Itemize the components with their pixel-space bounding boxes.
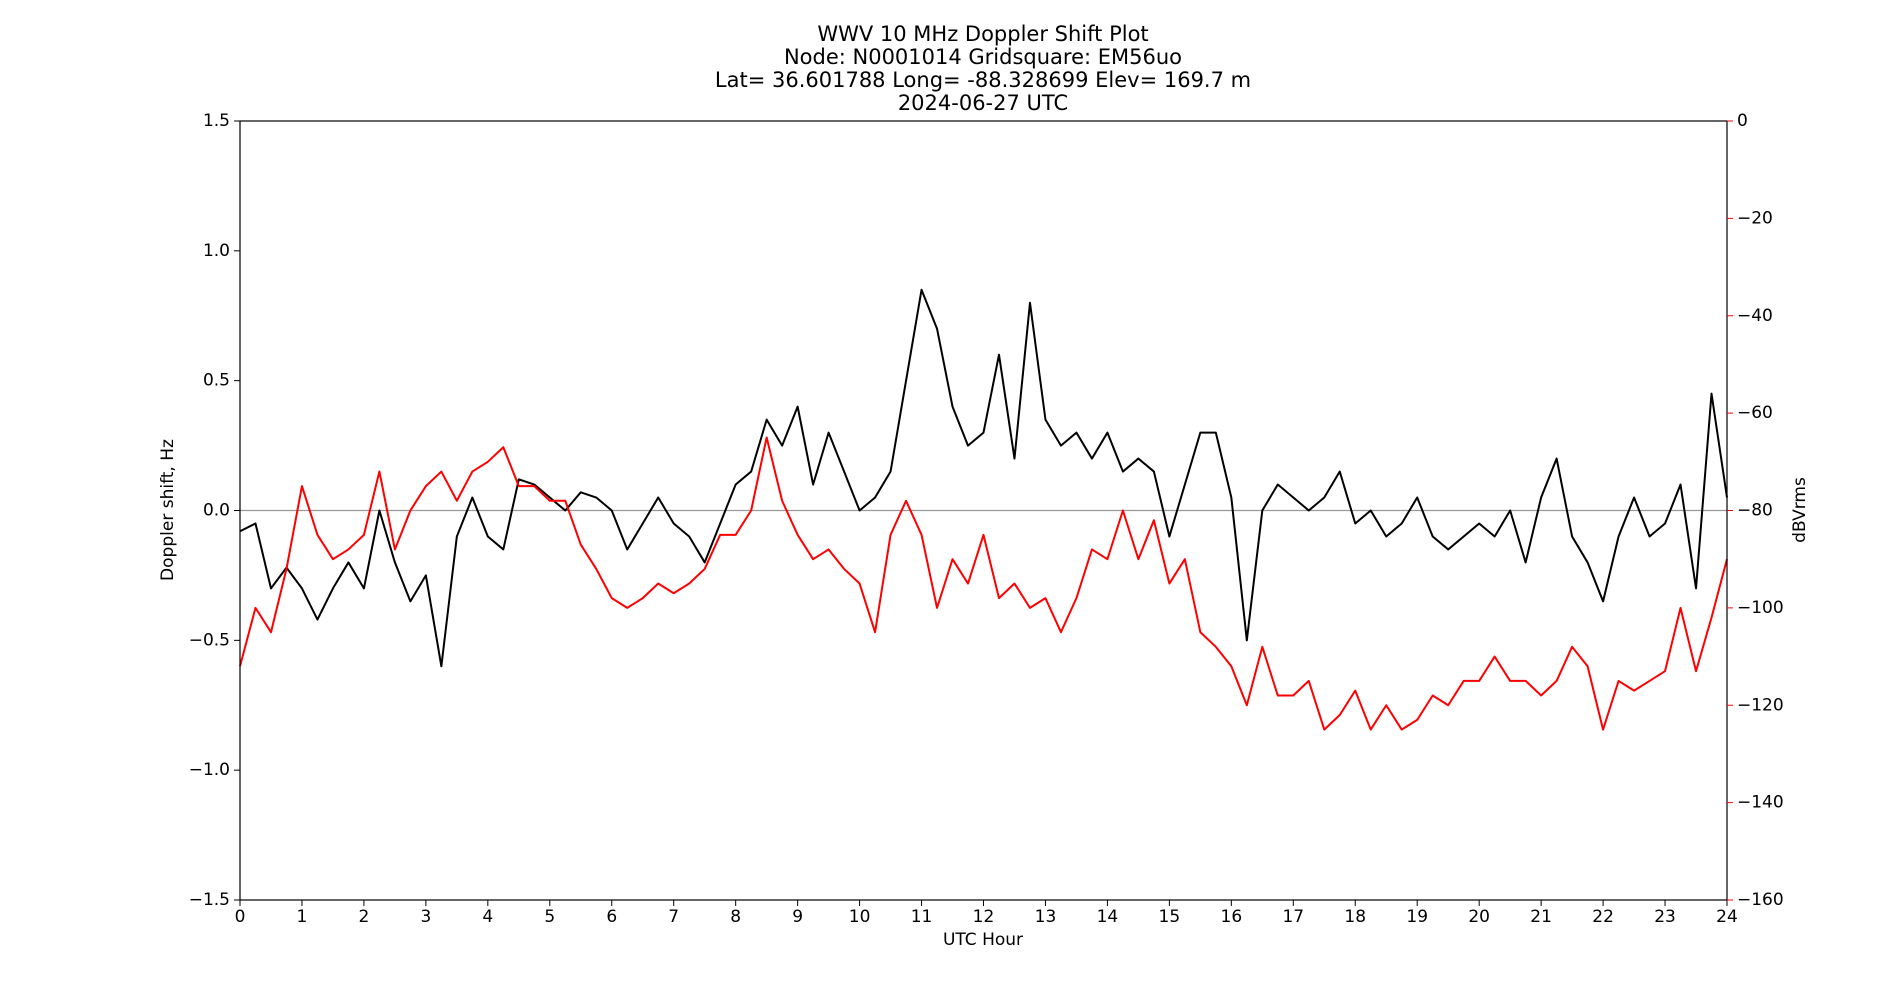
- chart-title: WWV 10 MHz Doppler Shift Plot: [817, 22, 1148, 46]
- x-tick-label: 5: [544, 907, 555, 927]
- y2-tick-label: −20: [1737, 208, 1773, 228]
- y2-tick-label: −160: [1737, 890, 1784, 910]
- y-tick-label: −0.5: [189, 630, 230, 650]
- chart-title: 2024-06-27 UTC: [898, 91, 1068, 115]
- x-tick-label: 8: [730, 907, 741, 927]
- x-tick-label: 20: [1468, 907, 1490, 927]
- y2-tick-label: −100: [1737, 598, 1784, 618]
- y2-tick-label: −40: [1737, 306, 1773, 326]
- x-tick-label: 9: [792, 907, 803, 927]
- x-tick-label: 6: [606, 907, 617, 927]
- x-tick-label: 14: [1097, 907, 1119, 927]
- y-tick-label: 0.0: [203, 501, 230, 521]
- x-tick-label: 16: [1221, 907, 1243, 927]
- x-tick-label: 13: [1035, 907, 1057, 927]
- x-tick-label: 24: [1716, 907, 1738, 927]
- x-tick-label: 11: [911, 907, 933, 927]
- y-tick-label: −1.5: [189, 890, 230, 910]
- x-tick-label: 4: [482, 907, 493, 927]
- x-tick-label: 22: [1592, 907, 1614, 927]
- chart-title: Node: N0001014 Gridsquare: EM56uo: [784, 45, 1182, 69]
- x-tick-label: 21: [1530, 907, 1552, 927]
- x-tick-label: 2: [359, 907, 370, 927]
- y-tick-label: 0.5: [203, 371, 230, 391]
- x-tick-label: 15: [1159, 907, 1181, 927]
- x-tick-label: 19: [1406, 907, 1428, 927]
- series-line: [239, 288, 1728, 668]
- y2-axis-label: dBVrms: [1790, 477, 1810, 543]
- y2-tick-label: −60: [1737, 403, 1773, 423]
- chart-title: Lat= 36.601788 Long= -88.328699 Elev= 16…: [715, 68, 1251, 92]
- series-line: [239, 436, 1728, 731]
- x-tick-label: 0: [235, 907, 246, 927]
- x-tick-label: 3: [420, 907, 431, 927]
- y2-tick-label: −120: [1737, 695, 1784, 715]
- x-tick-label: 18: [1344, 907, 1366, 927]
- y-axis-label: Doppler shift, Hz: [158, 439, 178, 581]
- x-tick-label: 7: [668, 907, 679, 927]
- y2-tick-label: 0: [1737, 111, 1748, 131]
- x-tick-label: 10: [849, 907, 871, 927]
- y-tick-label: −1.0: [189, 760, 230, 780]
- x-tick-label: 12: [973, 907, 995, 927]
- y2-tick-label: −140: [1737, 793, 1784, 813]
- x-tick-label: 17: [1282, 907, 1304, 927]
- y-tick-label: 1.0: [203, 241, 230, 261]
- x-tick-label: 23: [1654, 907, 1676, 927]
- x-axis-label: UTC Hour: [943, 930, 1023, 950]
- y-tick-label: 1.5: [203, 111, 230, 131]
- y2-tick-label: −80: [1737, 501, 1773, 521]
- x-tick-label: 1: [297, 907, 308, 927]
